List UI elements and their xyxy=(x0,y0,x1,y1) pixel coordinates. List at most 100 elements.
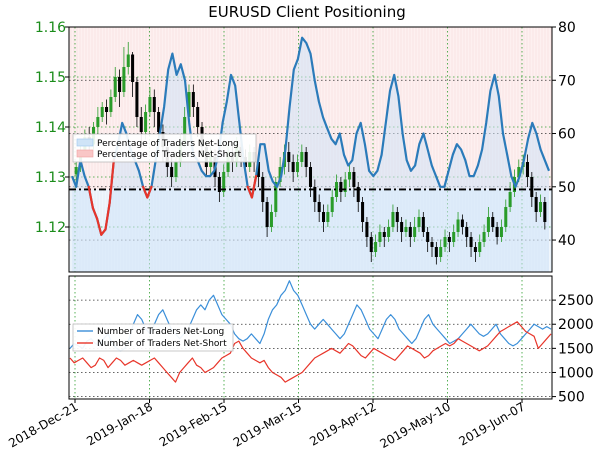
candle-body xyxy=(261,177,265,202)
candle-body xyxy=(439,247,443,257)
candle-body xyxy=(131,54,135,82)
candle-body xyxy=(100,107,104,117)
candle-body xyxy=(348,172,352,180)
pct-tick-label: 80 xyxy=(558,20,576,36)
net-short-segment xyxy=(100,228,107,236)
candle-body xyxy=(126,54,130,67)
candle-body xyxy=(530,177,534,197)
candle-body xyxy=(313,187,317,202)
candle-body xyxy=(157,112,161,132)
candle-body xyxy=(196,107,200,127)
net-short-segment xyxy=(104,201,111,231)
net-short-segment xyxy=(96,217,103,236)
bottom-panel-frame xyxy=(68,275,553,400)
candle-body xyxy=(317,202,321,212)
pct-tick-label: 40 xyxy=(558,233,576,249)
price-tick-label: 1.16 xyxy=(35,20,66,36)
legend-label-count-net-long: Number of Traders Net-Long xyxy=(97,327,224,337)
candle-body xyxy=(486,217,490,232)
net-short-segment xyxy=(108,159,115,204)
price-candles xyxy=(74,42,547,265)
candle-body xyxy=(434,247,438,257)
x-tick-label: 2019-Jun-07 xyxy=(457,399,528,448)
x-tick-label: 2018-Dec-21 xyxy=(6,399,80,450)
candle-body xyxy=(417,217,421,227)
legend-label-net-long: Percentage of Traders Net-Long xyxy=(97,139,239,149)
candle-body xyxy=(109,97,113,112)
top-legend-box xyxy=(72,133,257,163)
candle-body xyxy=(148,97,152,112)
bottom-panel: 500 1000 1500 2000 2500 Number of Traders Ne… xyxy=(68,275,594,406)
count-tick-label: 1000 xyxy=(558,365,594,381)
legend-swatch-net-short xyxy=(76,149,94,158)
pct-tick-label: 50 xyxy=(558,180,576,196)
candle-body xyxy=(144,112,148,132)
candle-body xyxy=(326,212,330,222)
candle-body xyxy=(413,227,417,237)
candle-body xyxy=(421,217,425,232)
bottom-legend: Number of Traders Net-Long Number of Tra… xyxy=(72,323,234,352)
legend-label-net-short: Percentage of Traders Net-Short xyxy=(97,150,242,160)
candle-body xyxy=(295,162,300,172)
candle-body xyxy=(404,227,408,232)
candle-body xyxy=(525,162,529,177)
candle-body xyxy=(499,227,503,237)
candle-body xyxy=(265,202,269,227)
pct-tick-label: 70 xyxy=(558,73,576,89)
candle-body xyxy=(369,237,373,252)
candle-body xyxy=(118,77,122,92)
x-tick-label: 2019-Mar-15 xyxy=(231,399,304,449)
candle-body xyxy=(508,192,512,207)
candle-body xyxy=(469,237,473,247)
legend-label-count-net-short: Number of Traders Net-Short xyxy=(97,339,227,349)
count-tick-label: 2000 xyxy=(558,317,594,333)
price-tick-label: 1.13 xyxy=(35,170,66,186)
candle-body xyxy=(256,162,260,177)
candle-body xyxy=(335,182,339,197)
x-tick-label: 2019-May-10 xyxy=(378,399,453,451)
candle-body xyxy=(222,172,226,192)
candle-body xyxy=(495,227,499,237)
candle-body xyxy=(504,207,508,227)
top-panel: 1.12 1.13 1.14 1.15 1.16 40 50 60 70 80 Percenta… xyxy=(35,20,576,273)
x-tick-label: 2019-Apr-12 xyxy=(307,399,378,448)
candle-body xyxy=(356,187,360,202)
candle-body xyxy=(113,77,117,97)
candle-body xyxy=(74,167,78,175)
legend-swatch-net-long xyxy=(76,138,94,147)
price-axis-ticks: 1.12 1.13 1.14 1.15 1.16 xyxy=(35,20,69,236)
candle-body xyxy=(139,117,143,132)
candle-body xyxy=(447,237,451,242)
candle-body xyxy=(269,212,273,227)
net-short-segment xyxy=(146,185,153,199)
price-tick-label: 1.14 xyxy=(35,120,66,136)
candle-body xyxy=(491,217,495,227)
candle-body xyxy=(321,212,326,222)
candle-body xyxy=(443,237,447,247)
candle-body xyxy=(308,167,313,187)
candle-body xyxy=(478,242,482,252)
candle-body xyxy=(482,232,486,242)
candle-body xyxy=(430,242,434,247)
candle-body xyxy=(352,172,356,187)
pct-tick-label: 60 xyxy=(558,127,576,143)
candle-body xyxy=(135,82,139,117)
candle-body xyxy=(382,232,386,237)
percentage-axis-ticks: 40 50 60 70 80 xyxy=(552,20,576,249)
top-panel-frame xyxy=(68,26,553,273)
candle-body xyxy=(291,162,295,172)
candle-body xyxy=(517,167,521,177)
candle-body xyxy=(365,222,369,237)
candle-body xyxy=(96,117,100,127)
price-tick-label: 1.15 xyxy=(35,70,66,86)
price-tick-label: 1.12 xyxy=(35,220,66,236)
candle-body xyxy=(361,202,365,222)
net-short-segment xyxy=(87,185,95,210)
candle-body xyxy=(170,167,174,177)
candle-body xyxy=(387,227,391,237)
net-short-segment xyxy=(142,185,149,199)
bottom-legend-box xyxy=(72,323,234,352)
x-tick-label: 2019-Feb-15 xyxy=(157,399,230,449)
candle-body xyxy=(374,242,378,252)
